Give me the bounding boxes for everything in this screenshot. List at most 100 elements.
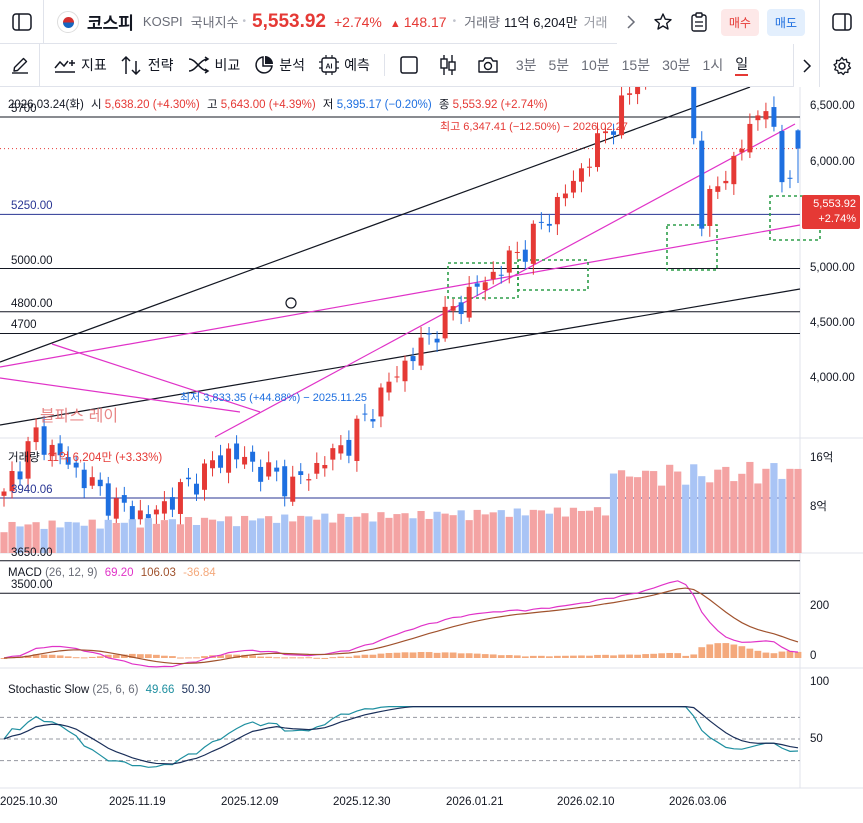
volume-bar — [473, 509, 481, 553]
volume-bar — [521, 515, 529, 553]
volume-bar — [128, 519, 136, 553]
volume-bar — [393, 514, 401, 553]
panel-toggle-icon[interactable] — [819, 0, 863, 44]
volume-bar — [56, 527, 64, 553]
volume-bar — [72, 522, 80, 553]
macd-histogram-bar — [241, 654, 248, 658]
sell-button[interactable]: 매도 — [766, 8, 805, 36]
symbol-header: 코스피 KOSPI 국내지수 • 5,553.92 +2.74% 148.17 … — [0, 0, 863, 44]
indicators-label: 지표 — [81, 57, 107, 73]
compare-button[interactable]: 비교 — [188, 55, 240, 75]
timeframe-5m[interactable]: 5분 — [548, 57, 570, 73]
candle-body — [105, 483, 111, 516]
macd-axis-label: 0 — [810, 650, 817, 662]
candle-body — [314, 462, 320, 474]
timeframe-3m[interactable]: 3분 — [515, 57, 537, 73]
chart-type-button[interactable] — [399, 55, 424, 75]
candle-body — [635, 87, 641, 95]
macd-histogram-bar — [201, 656, 208, 658]
candle-body — [226, 448, 232, 473]
volume-bar — [240, 515, 249, 553]
macd-histogram-bar — [738, 646, 746, 658]
chart-toolbar: 지표 전략 비교 분석 AI 예측 3분 5분 10분 15분 — [0, 43, 863, 87]
volume-bar — [104, 519, 112, 553]
indicators-button[interactable]: 지표 — [54, 55, 107, 75]
price-chart[interactable] — [0, 87, 863, 823]
volume-bar — [625, 476, 634, 553]
timeframe-10m[interactable]: 10분 — [581, 57, 610, 73]
candle-body — [490, 271, 496, 280]
analysis-label: 분석 — [279, 57, 306, 73]
chevron-right-icon[interactable] — [793, 44, 819, 87]
candle-body — [546, 223, 552, 226]
pencil-icon[interactable] — [0, 43, 40, 87]
stochastic-legend: Stochastic Slow (25, 6, 6) 49.66 50.30 — [8, 684, 211, 696]
macd-histogram-bar — [674, 653, 682, 658]
volume-bar — [513, 508, 521, 553]
macd-histogram-bar — [337, 656, 345, 658]
chevron-right-icon[interactable] — [617, 0, 645, 44]
macd-histogram-bar — [88, 656, 96, 658]
clipboard-icon[interactable] — [681, 0, 717, 44]
macd-line — [3, 580, 799, 668]
candle-body — [514, 251, 520, 253]
analysis-button[interactable]: 분석 — [254, 55, 305, 75]
volume-bar — [601, 515, 610, 553]
candle-body — [755, 115, 761, 121]
candle-body — [202, 463, 207, 490]
screenshot-button[interactable] — [477, 56, 504, 74]
volume-bar — [88, 519, 96, 553]
sidebar-toggle-icon[interactable] — [0, 0, 44, 44]
candle-body — [386, 381, 392, 393]
candle-body — [274, 467, 280, 472]
forecast-label: 예측 — [344, 57, 370, 73]
gear-icon[interactable] — [819, 44, 863, 87]
volume-bar — [481, 514, 489, 553]
macd-histogram-bar — [489, 654, 497, 658]
volume-bar — [674, 471, 682, 553]
candle-body — [731, 155, 737, 185]
candle-body — [177, 482, 183, 514]
macd-histogram-bar — [361, 654, 369, 658]
candle-body — [538, 221, 544, 223]
macd-histogram-bar — [425, 652, 433, 658]
candle-body — [627, 93, 633, 95]
strategy-button[interactable]: 전략 — [121, 55, 174, 75]
price-axis-label: 4,000.00 — [810, 372, 855, 384]
trendline-pink — [0, 377, 241, 413]
horizontal-line-label: 5700 — [11, 102, 37, 115]
korea-flag-icon — [57, 10, 79, 33]
macd-histogram-bar — [698, 647, 706, 658]
volume-bar — [561, 516, 570, 553]
candle-body — [771, 107, 777, 127]
stoch-d-line — [3, 705, 799, 765]
star-icon[interactable] — [645, 0, 681, 44]
candle-body — [57, 443, 63, 456]
forecast-button[interactable]: AI 예측 — [319, 55, 370, 75]
volume-bar — [16, 526, 24, 553]
volume-bar — [249, 520, 257, 553]
timeframe-1h[interactable]: 1시 — [702, 57, 724, 73]
timeframe-15m[interactable]: 15분 — [621, 57, 651, 73]
candle-body — [298, 471, 304, 475]
volume-bar — [666, 464, 674, 553]
candle-body — [129, 506, 135, 523]
volume-bar — [184, 517, 193, 553]
macd-histogram-bar — [249, 655, 256, 658]
volume-bar — [497, 510, 505, 553]
timeframe-30m[interactable]: 30분 — [662, 57, 691, 73]
symbol-name[interactable]: 코스피 — [87, 14, 134, 33]
macd-histogram-bar — [618, 654, 625, 658]
timeframe-day[interactable]: 일 — [735, 54, 749, 76]
candle-body — [586, 166, 592, 168]
volume-bar — [553, 507, 562, 553]
candle-body — [442, 306, 448, 339]
candle-body — [707, 188, 713, 226]
ai-chip-icon: AI — [319, 55, 340, 75]
buy-button[interactable]: 매수 — [720, 8, 759, 36]
macd-histogram-bar — [257, 656, 265, 658]
candle-body — [306, 479, 312, 481]
volume-bar — [176, 524, 185, 553]
candle-type-button[interactable] — [438, 54, 463, 76]
